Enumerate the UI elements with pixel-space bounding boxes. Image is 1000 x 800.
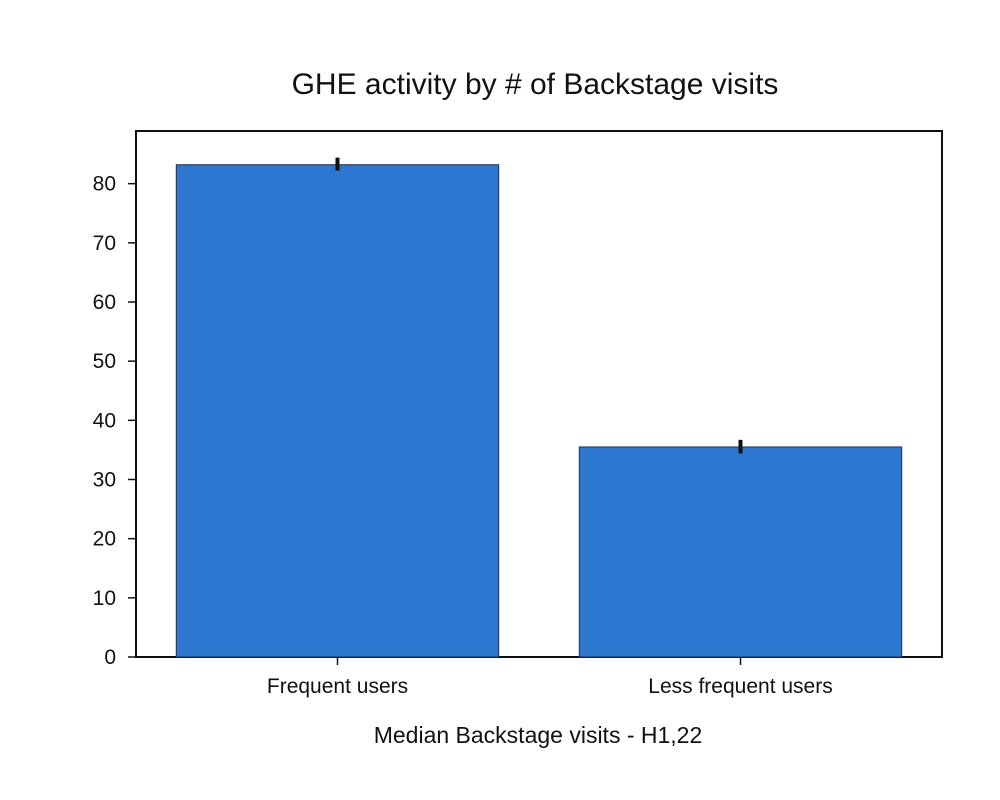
bar-2 [578, 446, 903, 658]
y-tick-label: 60 [93, 291, 116, 314]
y-tick-label: 40 [93, 409, 116, 432]
x-tick-label: Less frequent users [648, 675, 832, 698]
y-tick-label: 20 [93, 528, 116, 551]
y-tick-label: 50 [93, 350, 116, 373]
plot-frame [135, 130, 943, 658]
x-tick-label: Frequent users [267, 675, 408, 698]
y-tick-label: 30 [93, 468, 116, 491]
bar-1 [175, 164, 500, 658]
plot-area: 0 10 20 30 40 50 60 70 80 Frequent users Less freq… [93, 130, 943, 698]
y-tick-label: 80 [93, 173, 116, 196]
x-axis-label: Median Backstage visits - H1,22 [374, 722, 703, 748]
y-tick-label: 10 [93, 587, 116, 610]
y-tick-label: 0 [104, 646, 116, 669]
chart-title: GHE activity by # of Backstage visits [292, 68, 779, 101]
y-tick-label: 70 [93, 232, 116, 255]
